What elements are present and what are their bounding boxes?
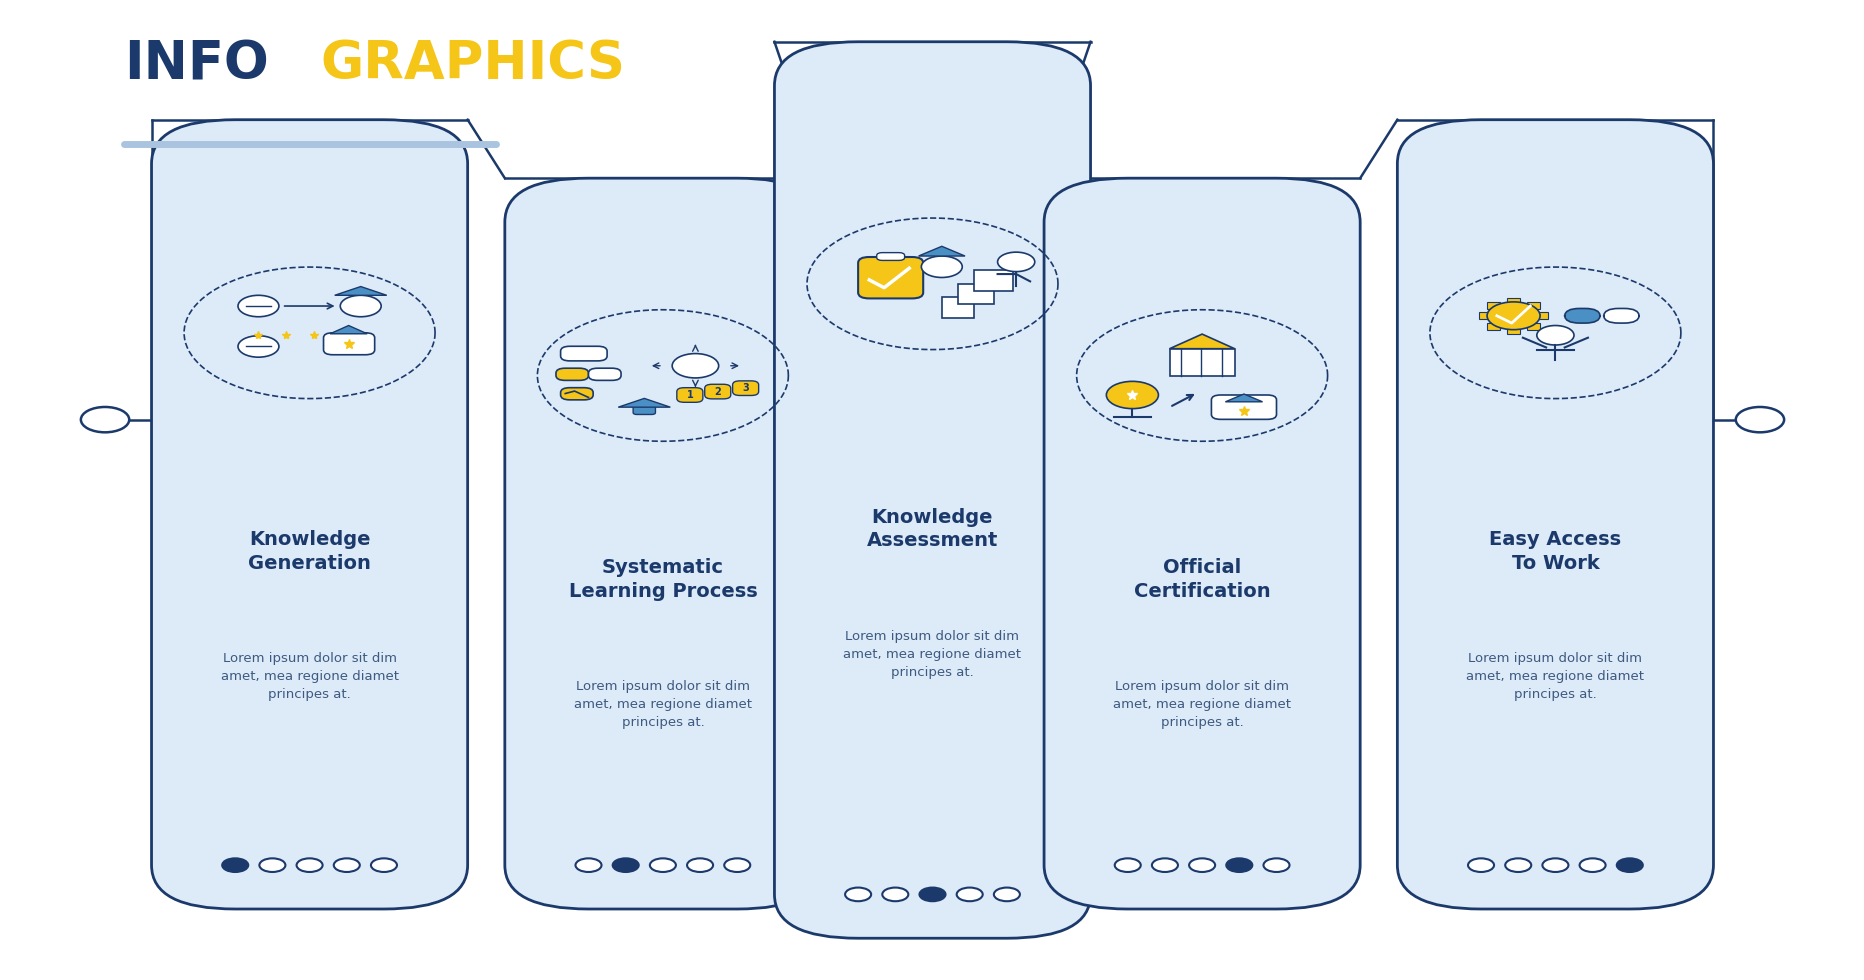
Circle shape: [1542, 858, 1568, 872]
Text: Systematic
Learning Process: Systematic Learning Process: [569, 559, 757, 601]
FancyBboxPatch shape: [1487, 322, 1499, 329]
FancyBboxPatch shape: [1487, 302, 1499, 309]
FancyBboxPatch shape: [151, 120, 468, 909]
Text: Lorem ipsum dolor sit dim
amet, mea regione diamet
principes at.: Lorem ipsum dolor sit dim amet, mea regi…: [1113, 680, 1290, 729]
Circle shape: [956, 888, 982, 902]
Circle shape: [1115, 858, 1141, 872]
Text: Knowledge
Generation: Knowledge Generation: [248, 530, 371, 572]
Circle shape: [1504, 858, 1530, 872]
Circle shape: [334, 858, 360, 872]
Circle shape: [1227, 858, 1251, 872]
FancyBboxPatch shape: [941, 298, 973, 318]
Polygon shape: [334, 286, 386, 295]
Circle shape: [1152, 858, 1178, 872]
Circle shape: [1579, 858, 1605, 872]
Circle shape: [1616, 858, 1642, 872]
Circle shape: [1536, 325, 1573, 345]
Circle shape: [921, 256, 962, 277]
FancyBboxPatch shape: [632, 406, 654, 415]
FancyBboxPatch shape: [1212, 395, 1275, 419]
Circle shape: [576, 858, 602, 872]
FancyBboxPatch shape: [1564, 309, 1599, 323]
Circle shape: [919, 888, 945, 902]
FancyBboxPatch shape: [1506, 298, 1519, 305]
Circle shape: [1105, 381, 1158, 409]
FancyBboxPatch shape: [555, 368, 589, 380]
Text: GRAPHICS: GRAPHICS: [321, 38, 626, 90]
Polygon shape: [919, 246, 964, 256]
FancyBboxPatch shape: [1478, 313, 1491, 319]
Circle shape: [994, 888, 1020, 902]
Circle shape: [723, 858, 749, 872]
Circle shape: [339, 295, 380, 317]
Circle shape: [997, 252, 1035, 271]
FancyBboxPatch shape: [705, 384, 731, 399]
Polygon shape: [330, 325, 367, 334]
Circle shape: [239, 336, 280, 357]
Text: Knowledge
Assessment: Knowledge Assessment: [867, 508, 997, 551]
Text: 2: 2: [714, 386, 721, 397]
Text: Lorem ipsum dolor sit dim
amet, mea regione diamet
principes at.: Lorem ipsum dolor sit dim amet, mea regi…: [843, 630, 1021, 679]
Circle shape: [1189, 858, 1215, 872]
Circle shape: [222, 858, 248, 872]
Text: 1: 1: [686, 390, 693, 400]
Circle shape: [371, 858, 397, 872]
FancyBboxPatch shape: [958, 284, 994, 304]
FancyBboxPatch shape: [505, 178, 820, 909]
Text: INFO: INFO: [123, 38, 268, 90]
FancyBboxPatch shape: [561, 346, 608, 361]
Circle shape: [649, 858, 675, 872]
Circle shape: [1467, 858, 1493, 872]
FancyBboxPatch shape: [1044, 178, 1359, 909]
FancyBboxPatch shape: [561, 388, 593, 400]
Text: Lorem ipsum dolor sit dim
amet, mea regione diamet
principes at.: Lorem ipsum dolor sit dim amet, mea regi…: [220, 652, 399, 701]
FancyBboxPatch shape: [589, 368, 621, 380]
FancyBboxPatch shape: [1506, 327, 1519, 334]
FancyBboxPatch shape: [677, 388, 703, 403]
Circle shape: [613, 858, 637, 872]
Circle shape: [1486, 302, 1540, 329]
Text: Official
Certification: Official Certification: [1133, 559, 1269, 601]
Circle shape: [686, 858, 712, 872]
FancyBboxPatch shape: [322, 333, 375, 355]
Polygon shape: [1225, 394, 1262, 402]
Circle shape: [844, 888, 870, 902]
FancyBboxPatch shape: [857, 257, 923, 299]
Circle shape: [239, 295, 280, 317]
Polygon shape: [1169, 334, 1234, 349]
Polygon shape: [619, 399, 669, 407]
FancyBboxPatch shape: [1527, 302, 1540, 309]
Text: Lorem ipsum dolor sit dim
amet, mea regione diamet
principes at.: Lorem ipsum dolor sit dim amet, mea regi…: [574, 680, 751, 729]
FancyBboxPatch shape: [1534, 313, 1547, 319]
Circle shape: [80, 407, 129, 432]
FancyBboxPatch shape: [1169, 349, 1234, 375]
FancyBboxPatch shape: [973, 270, 1012, 291]
FancyBboxPatch shape: [733, 381, 759, 396]
Text: 3: 3: [742, 383, 749, 393]
FancyBboxPatch shape: [1396, 120, 1713, 909]
Circle shape: [1262, 858, 1288, 872]
FancyBboxPatch shape: [1603, 309, 1638, 323]
FancyBboxPatch shape: [876, 253, 904, 261]
FancyBboxPatch shape: [774, 42, 1090, 938]
Circle shape: [882, 888, 908, 902]
Text: Lorem ipsum dolor sit dim
amet, mea regione diamet
principes at.: Lorem ipsum dolor sit dim amet, mea regi…: [1465, 652, 1644, 701]
Circle shape: [671, 354, 718, 378]
Text: Easy Access
To Work: Easy Access To Work: [1489, 530, 1620, 572]
FancyBboxPatch shape: [1527, 322, 1540, 329]
Circle shape: [296, 858, 322, 872]
Circle shape: [1735, 407, 1784, 432]
Circle shape: [259, 858, 285, 872]
